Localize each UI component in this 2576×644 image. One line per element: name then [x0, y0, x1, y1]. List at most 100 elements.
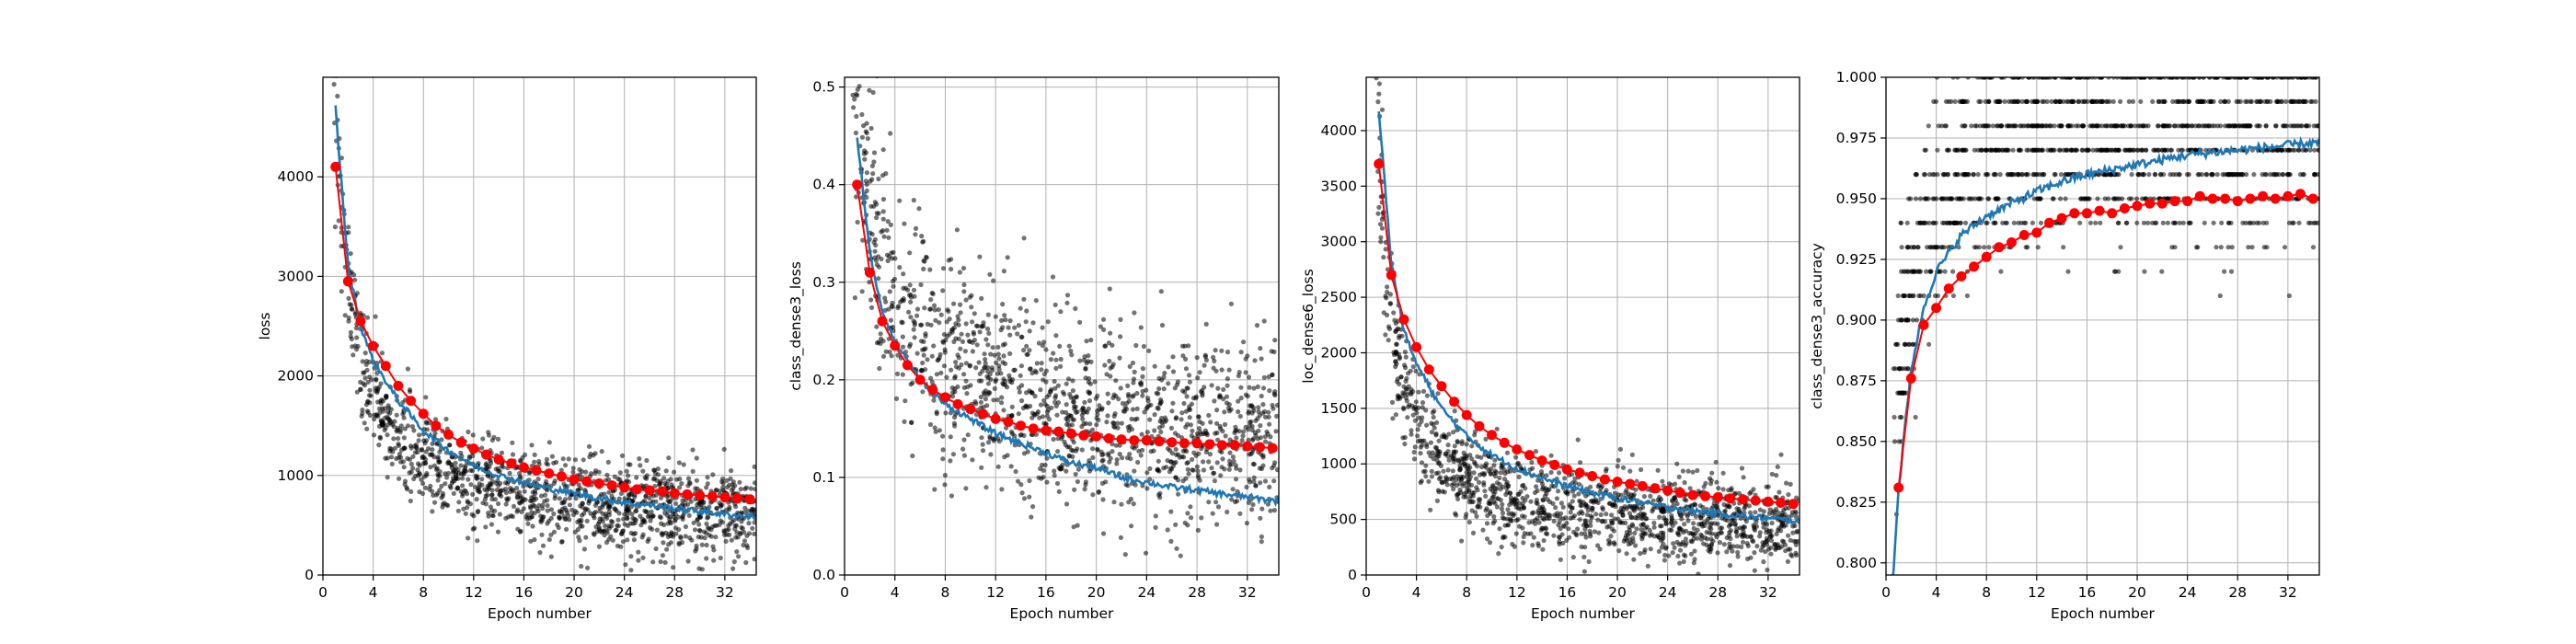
- scatter-point: [423, 449, 429, 454]
- scatter-point: [942, 347, 948, 352]
- scatter-point: [1228, 301, 1234, 306]
- scatter-point: [1724, 549, 1730, 555]
- scatter-point: [1140, 366, 1145, 372]
- scatter-point: [532, 459, 537, 465]
- scatter-point: [1748, 534, 1754, 539]
- scatter-point: [650, 526, 655, 532]
- scatter-point: [1680, 539, 1685, 546]
- plot-area: [1374, 77, 1800, 575]
- scatter-point: [1116, 397, 1121, 402]
- scatter-point: [1267, 421, 1272, 427]
- scatter-point: [470, 432, 476, 438]
- scatter-point: [1161, 386, 1167, 392]
- scatter-point: [1571, 493, 1577, 499]
- scatter-point: [1453, 511, 1458, 516]
- scatter-point: [1729, 486, 1734, 491]
- scatter-point: [1692, 502, 1698, 508]
- scatter-point: [1038, 387, 1043, 393]
- scatter-point: [1238, 350, 1244, 355]
- scatter-point: [514, 486, 520, 491]
- scatter-point: [1271, 478, 1277, 484]
- scatter-point: [382, 416, 387, 421]
- scatter-point: [1739, 544, 1744, 550]
- scatter-point: [1393, 359, 1398, 364]
- scatter-point: [1053, 365, 1059, 371]
- val-marker: [418, 408, 429, 420]
- scatter-point: [1118, 535, 1123, 541]
- y-tick-label: 3000: [278, 268, 314, 284]
- scatter-point: [952, 386, 958, 392]
- scatter-point: [971, 329, 976, 335]
- scatter-point: [443, 416, 449, 422]
- scatter-point: [1682, 497, 1687, 502]
- scatter-point: [1196, 414, 1202, 420]
- scatter-point: [1100, 452, 1106, 457]
- scatter-point: [445, 502, 451, 509]
- scatter-point: [1470, 530, 1477, 536]
- scatter-point: [960, 339, 966, 344]
- val-marker: [965, 404, 976, 415]
- scatter-point: [466, 477, 471, 482]
- scatter-point: [1199, 515, 1204, 521]
- scatter-point: [1143, 550, 1149, 556]
- scatter-point: [1412, 418, 1419, 423]
- scatter-point: [1225, 509, 1230, 515]
- scatter-point: [1507, 468, 1512, 474]
- scatter-point: [1499, 544, 1504, 550]
- scatter-point: [1535, 508, 1541, 513]
- scatter-point: [1502, 523, 1508, 528]
- scatter-point: [1535, 500, 1540, 507]
- scatter-point: [1584, 512, 1590, 518]
- scatter-point: [973, 365, 979, 371]
- val-marker: [380, 361, 391, 372]
- scatter-point: [1112, 424, 1118, 430]
- scatter-point: [695, 486, 700, 492]
- scatter-point: [1015, 331, 1020, 337]
- scatter-point: [1535, 488, 1540, 494]
- scatter-point: [1227, 437, 1233, 443]
- scatter-point: [1107, 358, 1112, 364]
- scatter-point: [1114, 461, 1120, 466]
- scatter-point: [408, 498, 413, 504]
- scatter-point: [1758, 547, 1764, 553]
- scatter-point: [1466, 520, 1472, 525]
- scatter-point: [940, 447, 946, 453]
- scatter-point: [944, 374, 949, 380]
- scatter-point: [1748, 555, 1754, 560]
- scatter-point: [1052, 385, 1058, 391]
- scatter-point: [1416, 389, 1421, 395]
- scatter-point: [1395, 376, 1400, 382]
- scatter-point: [1259, 506, 1265, 512]
- x-tick-label: 4: [1412, 584, 1421, 601]
- scatter-point: [1612, 501, 1617, 508]
- scatter-point: [852, 295, 858, 301]
- scatter-point: [1648, 493, 1653, 500]
- scatter-point: [1153, 524, 1158, 531]
- scatter-point: [495, 529, 501, 535]
- scatter-point: [1459, 441, 1465, 446]
- scatter-point: [851, 105, 857, 110]
- scatter-point: [1190, 467, 1196, 473]
- scatter-point: [1222, 421, 1228, 428]
- scatter-point: [1639, 523, 1644, 528]
- scatter-point: [1195, 468, 1201, 474]
- x-tick-label: 0: [1362, 584, 1371, 601]
- scatter-point: [1153, 513, 1158, 519]
- scatter-point: [1185, 421, 1190, 427]
- scatter-point: [1202, 352, 1208, 358]
- scatter-point: [1188, 515, 1194, 521]
- scatter-point: [537, 550, 543, 556]
- scatter-point: [1540, 546, 1546, 552]
- scatter-point: [1648, 533, 1653, 538]
- val-marker: [1763, 496, 1774, 507]
- scatter-point: [2156, 123, 2161, 129]
- scatter-point: [876, 254, 881, 259]
- scatter-point: [1218, 473, 1224, 478]
- scatter-point: [1431, 414, 1436, 420]
- scatter-point: [1074, 395, 1079, 400]
- scatter-point: [1048, 388, 1053, 394]
- scatter-point: [1383, 247, 1388, 252]
- scatter-point: [1113, 443, 1119, 448]
- scatter-point: [938, 370, 944, 375]
